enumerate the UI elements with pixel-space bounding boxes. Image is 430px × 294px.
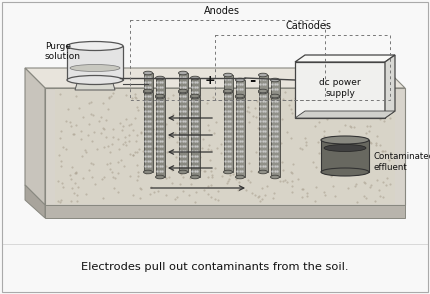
Text: Anodes: Anodes [204,6,240,16]
Polygon shape [178,73,187,91]
Text: Purge
solution: Purge solution [45,42,81,61]
Polygon shape [45,88,405,205]
Ellipse shape [70,64,120,71]
Polygon shape [224,75,233,91]
Ellipse shape [178,71,187,75]
Polygon shape [270,97,280,177]
Ellipse shape [258,90,267,94]
Polygon shape [236,97,245,177]
Polygon shape [25,68,45,205]
Ellipse shape [144,170,153,174]
Polygon shape [156,78,165,96]
Text: -: - [249,73,255,88]
Ellipse shape [270,175,280,179]
Ellipse shape [144,71,153,75]
Polygon shape [295,55,395,62]
Polygon shape [67,46,123,80]
Ellipse shape [156,175,165,179]
Ellipse shape [190,76,200,80]
Ellipse shape [144,89,153,93]
Polygon shape [25,68,405,88]
Ellipse shape [156,94,165,98]
Ellipse shape [178,170,187,174]
Ellipse shape [156,95,165,99]
Ellipse shape [224,170,233,174]
Ellipse shape [258,73,267,77]
Bar [130,20,325,100]
Polygon shape [270,80,280,96]
Ellipse shape [321,168,369,176]
Ellipse shape [270,94,280,98]
Ellipse shape [258,170,267,174]
Polygon shape [144,73,153,91]
Polygon shape [190,78,200,96]
Ellipse shape [321,136,369,144]
Polygon shape [25,185,45,218]
Polygon shape [144,92,153,172]
Ellipse shape [190,95,200,99]
Bar [215,35,390,100]
Polygon shape [295,62,385,118]
Text: Contaminated
effluent: Contaminated effluent [374,152,430,172]
Ellipse shape [270,95,280,99]
Ellipse shape [67,41,123,51]
Polygon shape [258,92,267,172]
Polygon shape [224,92,233,172]
Ellipse shape [236,175,245,179]
Ellipse shape [224,90,233,94]
Polygon shape [75,80,115,90]
Text: dc power
supply: dc power supply [319,78,361,98]
Text: Cathodes: Cathodes [285,21,331,31]
Ellipse shape [224,89,233,93]
Ellipse shape [67,76,123,84]
Ellipse shape [236,78,245,82]
Ellipse shape [190,175,200,179]
Ellipse shape [324,144,366,151]
Polygon shape [45,205,405,218]
Polygon shape [385,55,395,118]
Ellipse shape [178,89,187,93]
Text: +: + [205,74,215,86]
Ellipse shape [236,95,245,99]
Polygon shape [55,89,395,204]
Ellipse shape [156,76,165,80]
Ellipse shape [190,94,200,98]
Ellipse shape [258,89,267,93]
Ellipse shape [270,78,280,82]
Ellipse shape [178,90,187,94]
Polygon shape [190,97,200,177]
Polygon shape [178,92,187,172]
Polygon shape [321,140,369,172]
Ellipse shape [144,90,153,94]
Polygon shape [258,75,267,91]
Ellipse shape [236,94,245,98]
Ellipse shape [224,73,233,77]
Polygon shape [295,111,395,118]
Polygon shape [236,80,245,96]
Polygon shape [156,97,165,177]
Text: Electrodes pull out contaminants from the soil.: Electrodes pull out contaminants from th… [81,262,349,272]
